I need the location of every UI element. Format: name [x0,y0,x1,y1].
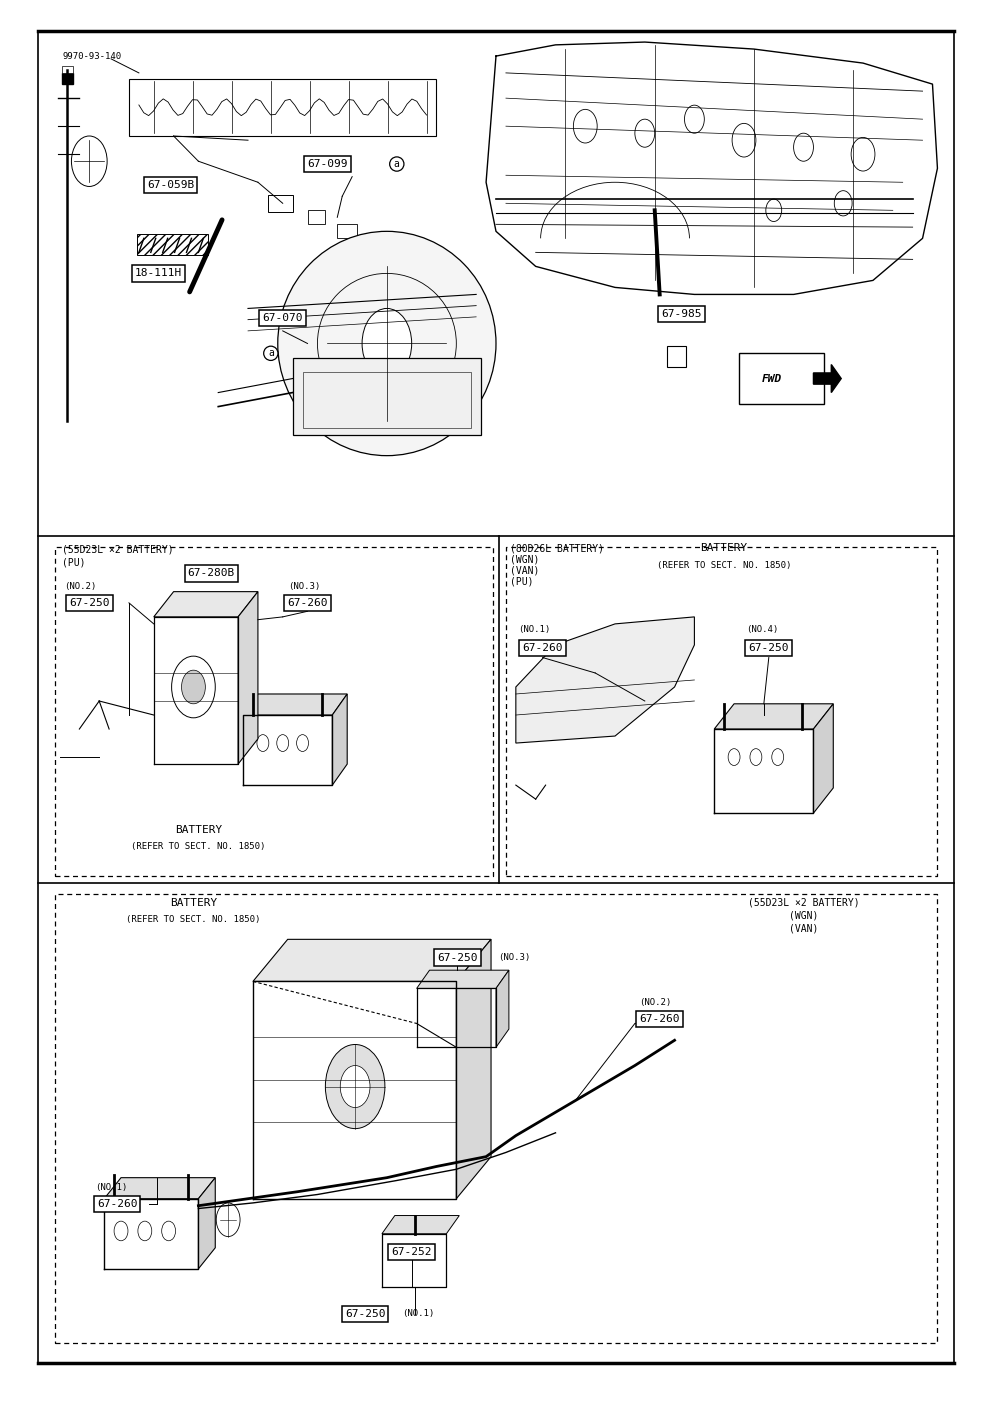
Text: (NO.3): (NO.3) [498,953,531,962]
Circle shape [172,656,215,718]
Polygon shape [104,1178,215,1199]
Text: (REFER TO SECT. NO. 1850): (REFER TO SECT. NO. 1850) [657,561,792,569]
FancyBboxPatch shape [739,353,824,404]
Text: (NO.1): (NO.1) [402,1309,434,1318]
Circle shape [216,1203,240,1237]
Circle shape [114,1221,128,1241]
Text: (NO.1): (NO.1) [95,1183,128,1192]
Text: (NO.1): (NO.1) [518,625,551,634]
Circle shape [728,749,740,765]
Circle shape [635,119,655,147]
Bar [137,234,208,255]
Text: (VAN): (VAN) [510,565,540,576]
Circle shape [182,670,205,704]
Bar [62,73,73,84]
Text: (WGN): (WGN) [510,554,540,565]
Text: (NO.3): (NO.3) [288,582,320,590]
Polygon shape [813,704,833,813]
Polygon shape [714,704,833,729]
Text: 67-250: 67-250 [69,597,109,608]
Bar [303,372,471,428]
Circle shape [794,133,813,161]
Text: 67-250: 67-250 [345,1308,385,1319]
Circle shape [257,735,269,751]
Text: 18-111H: 18-111H [135,268,183,279]
Circle shape [684,105,704,133]
Polygon shape [238,592,258,764]
Polygon shape [496,970,509,1047]
Text: BATTERY: BATTERY [175,824,222,836]
Text: (WGN): (WGN) [789,910,818,921]
Text: (55D23L ×2 BATTERY): (55D23L ×2 BATTERY) [748,897,859,908]
Text: 67-252: 67-252 [392,1246,432,1258]
Bar [308,210,325,224]
Text: (NO.2): (NO.2) [639,998,672,1007]
Text: (NO.4): (NO.4) [746,625,779,634]
Text: 67-099: 67-099 [308,158,347,170]
Text: 67-260: 67-260 [640,1014,680,1025]
Polygon shape [253,939,491,981]
Polygon shape [332,694,347,785]
Circle shape [162,1221,176,1241]
Bar [129,79,436,136]
Text: 67-250: 67-250 [749,642,789,653]
Text: a: a [394,158,400,170]
Text: (PU): (PU) [510,576,534,587]
Text: 67-260: 67-260 [523,642,562,653]
Polygon shape [417,970,509,988]
Text: 67-070: 67-070 [263,313,303,324]
Circle shape [71,136,107,186]
Text: (PU): (PU) [62,557,85,568]
Text: a: a [268,348,274,359]
Circle shape [277,735,289,751]
Circle shape [732,123,756,157]
Circle shape [851,137,875,171]
Polygon shape [382,1216,459,1234]
Text: FWD: FWD [762,373,782,384]
Polygon shape [516,617,694,743]
Circle shape [297,735,309,751]
Polygon shape [154,592,258,617]
Circle shape [138,1221,152,1241]
Text: (55D23L ×2 BATTERY): (55D23L ×2 BATTERY) [62,544,174,555]
Text: BATTERY: BATTERY [170,897,217,908]
Bar [293,358,481,435]
Bar [268,195,293,212]
Polygon shape [813,365,841,393]
Polygon shape [243,694,347,715]
Text: BATTERY: BATTERY [700,543,748,554]
Text: 67-260: 67-260 [288,597,327,608]
Ellipse shape [278,231,496,456]
Text: (REFER TO SECT. NO. 1850): (REFER TO SECT. NO. 1850) [131,843,266,851]
Circle shape [325,1044,385,1129]
Text: 67-250: 67-250 [437,952,477,963]
Text: (NO.2): (NO.2) [64,582,97,590]
Circle shape [834,191,852,216]
Bar [667,346,686,367]
Polygon shape [198,1178,215,1269]
Text: 67-280B: 67-280B [187,568,235,579]
Circle shape [766,199,782,222]
Circle shape [340,1066,370,1108]
Circle shape [362,308,412,379]
Polygon shape [456,939,491,1199]
Bar [337,224,357,238]
Circle shape [750,749,762,765]
Text: 67-260: 67-260 [97,1199,137,1210]
Text: (80D26L BATTERY): (80D26L BATTERY) [510,543,604,554]
Text: 67-985: 67-985 [662,308,701,320]
Text: 9970-93-140: 9970-93-140 [62,52,122,60]
Text: 67-059B: 67-059B [147,179,194,191]
Circle shape [573,109,597,143]
Circle shape [772,749,784,765]
Bar [62,66,73,73]
Text: (REFER TO SECT. NO. 1850): (REFER TO SECT. NO. 1850) [126,916,261,924]
Text: (VAN): (VAN) [789,923,818,934]
